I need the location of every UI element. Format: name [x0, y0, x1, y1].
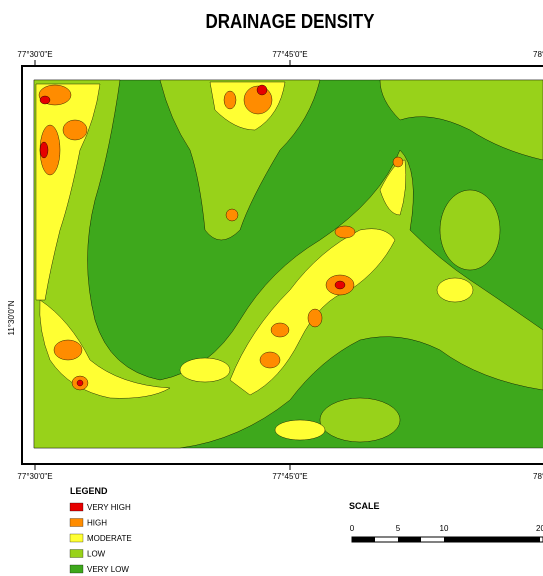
map-page: DRAINAGE DENSITY 77°30'0"E 77°45'0"E 78°: [0, 0, 543, 576]
density-zone: [308, 309, 322, 327]
legend-label: VERY HIGH: [87, 503, 131, 512]
density-zone: [77, 380, 83, 386]
scale-title: SCALE: [349, 501, 380, 511]
density-zone: [63, 120, 87, 140]
density-zone: [440, 190, 500, 270]
density-zone: [257, 85, 267, 95]
legend-label: VERY LOW: [87, 565, 129, 574]
top-label: 77°30'0"E: [17, 50, 52, 59]
scale-label: 10: [440, 524, 449, 533]
legend-swatch: [70, 519, 83, 527]
scale-label: 0: [350, 524, 355, 533]
legend-title: LEGEND: [70, 486, 108, 496]
bottom-label: 77°45'0"E: [272, 472, 307, 481]
legend-swatch: [70, 503, 83, 511]
legend-label: LOW: [87, 550, 106, 559]
density-zone: [335, 226, 355, 238]
legend-swatch: [70, 534, 83, 542]
density-zone: [224, 91, 236, 109]
scale-segment: [444, 537, 540, 542]
density-zone: [260, 352, 280, 368]
density-zone: [180, 358, 230, 382]
map-body: [34, 80, 543, 448]
density-zone: [40, 142, 48, 158]
top-label: 77°45'0"E: [272, 50, 307, 59]
density-zone: [226, 209, 238, 221]
bottom-label: 78°: [533, 472, 543, 481]
scale-segment: [352, 537, 375, 542]
density-zone: [335, 281, 345, 289]
density-zone: [393, 157, 403, 167]
scale-bar: [352, 537, 543, 542]
scale-label: 20: [536, 524, 543, 533]
density-zone: [40, 96, 50, 104]
density-zone: [275, 420, 325, 440]
bottom-label: 77°30'0"E: [17, 472, 52, 481]
legend-label: HIGH: [87, 519, 107, 528]
density-zone: [437, 278, 473, 302]
legend-swatch: [70, 565, 83, 573]
legend: VERY HIGH HIGH MODERATE LOW VERY LOW: [70, 503, 132, 574]
scale-label: 5: [396, 524, 401, 533]
title: DRAINAGE DENSITY: [206, 10, 376, 33]
density-zone: [320, 398, 400, 442]
legend-label: MODERATE: [87, 534, 132, 543]
density-zone: [54, 340, 82, 360]
density-zone: [271, 323, 289, 337]
left-label: 11°30'0"N: [7, 300, 16, 335]
top-label: 78°: [533, 50, 543, 59]
scale-segment: [398, 537, 421, 542]
legend-swatch: [70, 550, 83, 558]
